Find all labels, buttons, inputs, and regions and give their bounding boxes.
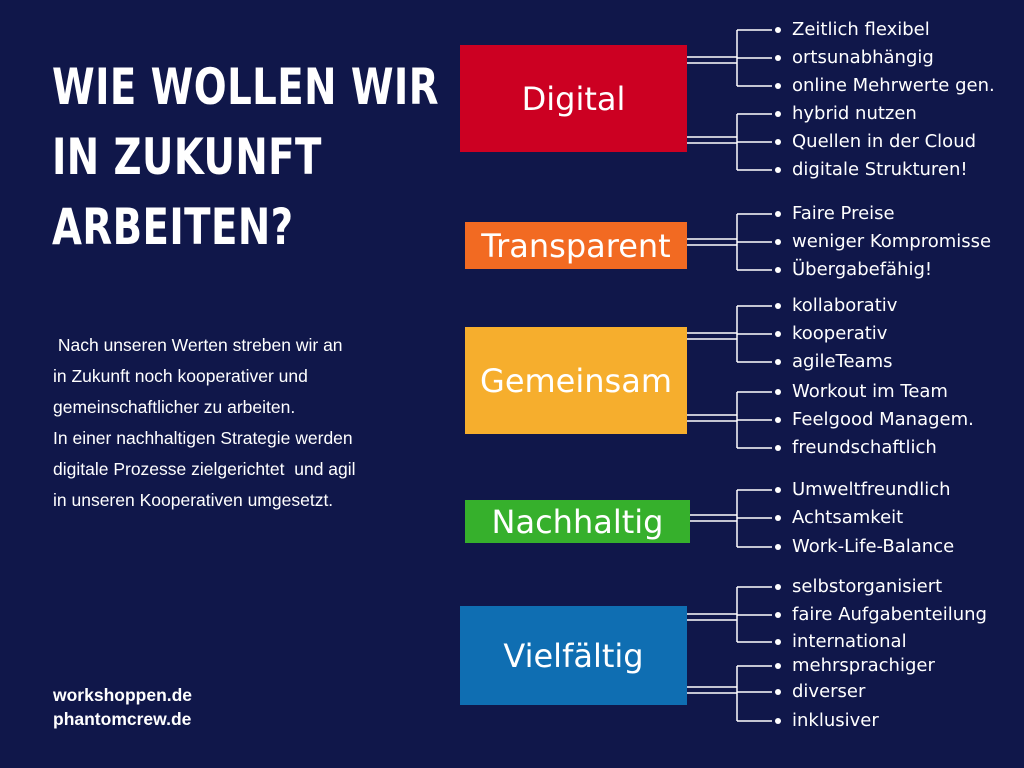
list-item: mehrsprachiger	[792, 655, 935, 676]
list-item: selbstorganisiert	[792, 576, 943, 597]
bullet-dot	[775, 359, 781, 365]
headline: WIE WOLLEN WIR IN ZUKUNFT ARBEITEN?	[52, 52, 439, 262]
list-item: digitale Strukturen!	[792, 159, 968, 180]
list-item: international	[792, 631, 907, 652]
category-label: Gemeinsam	[480, 361, 672, 400]
list-item: kollaborativ	[792, 295, 898, 316]
bullet-dot	[775, 167, 781, 173]
intro-paragraph: Nach unseren Werten streben wir an in Zu…	[53, 330, 433, 516]
intro-line: gemeinschaftlicher zu arbeiten.	[53, 397, 296, 417]
website-link[interactable]: phantomcrew.de	[53, 709, 192, 729]
bullet-dot	[775, 83, 781, 89]
bullet-dot	[775, 487, 781, 493]
list-item: Achtsamkeit	[792, 507, 904, 528]
list-item: Work-Life-Balance	[792, 536, 955, 557]
list-item: Umweltfreundlich	[792, 479, 951, 500]
bullet-dot	[775, 689, 781, 695]
list-item: kooperativ	[792, 323, 888, 344]
intro-line: in Zukunft noch kooperativer und	[53, 366, 308, 386]
intro-line: digitale Prozesse zielgerichtet und agil	[53, 459, 356, 479]
bullet-dot	[775, 27, 781, 33]
bullet-dot	[775, 389, 781, 395]
bullet-dot	[775, 718, 781, 724]
intro-line: in unseren Kooperativen umgesetzt.	[53, 490, 334, 510]
category-label: Digital	[521, 79, 626, 118]
category-box-gemeinsam: Gemeinsam	[465, 327, 687, 434]
list-item: faire Aufgabenteilung	[792, 604, 987, 625]
list-item: Übergabefähig!	[792, 259, 933, 280]
list-item: inklusiver	[792, 710, 879, 731]
website-link[interactable]: workshoppen.de	[53, 685, 193, 705]
category-box-vielfltig: Vielfältig	[460, 606, 687, 705]
list-item: diverser	[792, 681, 866, 702]
list-item: freundschaftlich	[792, 437, 937, 458]
category-label: Nachhaltig	[491, 502, 664, 541]
bullet-dot	[775, 544, 781, 550]
headline-line: ARBEITEN?	[52, 198, 294, 256]
bullet-dot	[775, 445, 781, 451]
list-item: Quellen in der Cloud	[792, 131, 977, 152]
bullet-dot	[775, 55, 781, 61]
website-links: workshoppen.de phantomcrew.de	[53, 683, 192, 731]
category-label: Transparent	[481, 226, 671, 265]
list-item: agileTeams	[792, 351, 893, 372]
list-item: weniger Kompromisse	[792, 231, 992, 252]
list-item: Faire Preise	[792, 203, 895, 224]
headline-line: IN ZUKUNFT	[52, 128, 322, 186]
intro-line: In einer nachhaltigen Strategie werden	[53, 428, 353, 448]
bullet-dot	[775, 612, 781, 618]
list-item: Zeitlich flexibel	[792, 19, 930, 40]
list-item: online Mehrwerte gen.	[792, 75, 995, 96]
bullet-dot	[775, 331, 781, 337]
category-box-digital: Digital	[460, 45, 687, 152]
list-item: hybrid nutzen	[792, 103, 917, 124]
category-label: Vielfältig	[503, 636, 644, 675]
bullet-dot	[775, 239, 781, 245]
category-box-transparent: Transparent	[465, 222, 687, 269]
bullet-dot	[775, 111, 781, 117]
category-box-nachhaltig: Nachhaltig	[465, 500, 690, 543]
headline-line: WIE WOLLEN WIR	[52, 58, 439, 116]
list-item: ortsunabhängig	[792, 47, 934, 68]
bullet-dot	[775, 267, 781, 273]
bullet-dot	[775, 584, 781, 590]
bullet-dot	[775, 417, 781, 423]
bullet-dot	[775, 303, 781, 309]
bullet-dot	[775, 639, 781, 645]
bullet-dot	[775, 211, 781, 217]
intro-line: Nach unseren Werten streben wir an	[53, 335, 343, 355]
list-item: Workout im Team	[792, 381, 948, 402]
list-item: Feelgood Managem.	[792, 409, 974, 430]
bullet-dot	[775, 515, 781, 521]
bullet-dot	[775, 663, 781, 669]
bullet-dot	[775, 139, 781, 145]
